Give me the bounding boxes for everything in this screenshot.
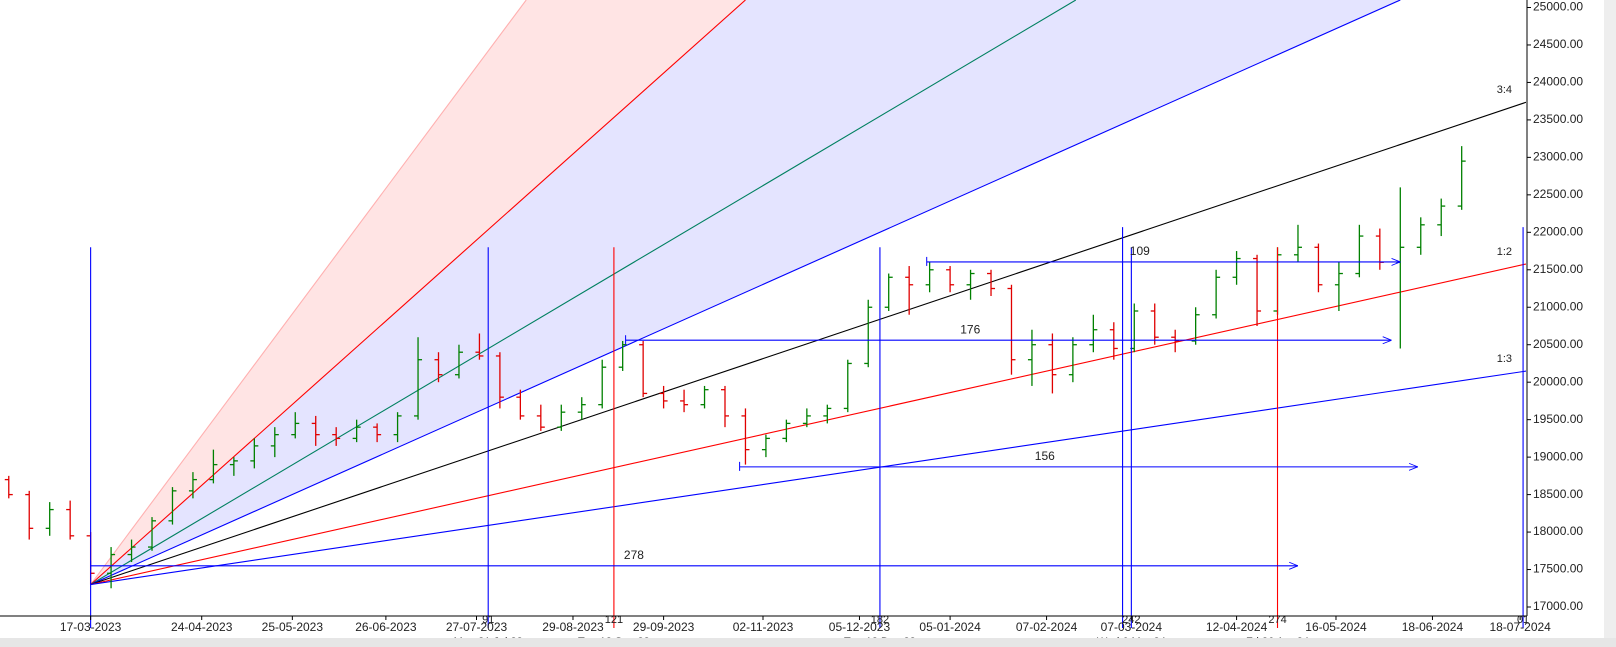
x-tick-label: 16-05-2024 — [1305, 620, 1367, 634]
x-tick-label: 05-01-2024 — [919, 620, 981, 634]
y-tick-label: 23000.00 — [1533, 150, 1583, 164]
fan-line — [90, 101, 1526, 586]
y-tick-label: 17000.00 — [1533, 599, 1583, 613]
x-tick-label: 25-05-2023 — [262, 620, 324, 634]
y-tick-label: 24000.00 — [1533, 75, 1583, 89]
x-tick-label: 05-12-2023 — [829, 620, 891, 634]
fan-label: 1:3 — [1497, 353, 1512, 365]
y-tick-label: 19500.00 — [1533, 412, 1583, 426]
fan-line — [90, 263, 1526, 586]
y-tick-label: 22500.00 — [1533, 187, 1583, 201]
y-tick-label: 23500.00 — [1533, 112, 1583, 126]
fan-line — [90, 0, 1077, 585]
right-strip — [1604, 0, 1616, 638]
fan-line — [90, 0, 527, 585]
arrow-label: 109 — [1130, 244, 1150, 258]
y-tick-label: 20500.00 — [1533, 337, 1583, 351]
count-label: 91 — [482, 614, 494, 626]
count-label: 121 — [605, 614, 623, 626]
x-tick-label: 18-06-2024 — [1402, 620, 1464, 634]
arrow-label: 176 — [960, 322, 980, 336]
x-tick-label: 17-03-2023 — [60, 620, 122, 634]
y-tick-label: 22000.00 — [1533, 224, 1583, 238]
fan-label: 3:4 — [1497, 84, 1512, 96]
count-label: 182 — [871, 614, 889, 626]
x-tick-label: 24-04-2023 — [171, 620, 233, 634]
x-tick-label: 29-08-2023 — [542, 620, 604, 634]
fan-line — [90, 0, 1401, 586]
y-tick-label: 20000.00 — [1533, 374, 1583, 388]
x-tick-label: 02-11-2023 — [733, 620, 794, 634]
y-tick-label: 25000.00 — [1533, 0, 1583, 14]
y-tick-label: 19000.00 — [1533, 449, 1583, 463]
x-tick-label: 29-09-2023 — [633, 620, 695, 634]
fan-label: 1:2 — [1497, 246, 1512, 258]
x-tick-label: 18-07-2024 — [1489, 620, 1551, 634]
arrow-label: 278 — [624, 548, 644, 562]
x-tick-label: 26-06-2023 — [355, 620, 417, 634]
fan-lines — [90, 0, 1526, 586]
x-tick-label: 12-04-2024 — [1206, 620, 1268, 634]
arrow-label: 156 — [1035, 449, 1055, 463]
y-tick-label: 18000.00 — [1533, 524, 1583, 538]
y-tick-label: 17500.00 — [1533, 562, 1583, 576]
fan-line — [90, 370, 1526, 586]
bottom-strip — [0, 638, 1616, 647]
x-tick-label: 27-07-2023 — [446, 620, 508, 634]
y-tick-label: 21500.00 — [1533, 262, 1583, 276]
y-tick-label: 24500.00 — [1533, 37, 1583, 51]
axes: 17000.00 17500.00 18000.00 18500.00 19000.00… — [0, 0, 1583, 634]
x-tick-label: 07-02-2024 — [1016, 620, 1078, 634]
y-tick-label: 21000.00 — [1533, 299, 1583, 313]
fan-line — [90, 0, 746, 585]
y-tick-label: 18500.00 — [1533, 487, 1583, 501]
count-label: 274 — [1268, 614, 1286, 626]
x-tick-label: 07-03-2024 — [1101, 620, 1163, 634]
price-bars — [4, 146, 1466, 589]
